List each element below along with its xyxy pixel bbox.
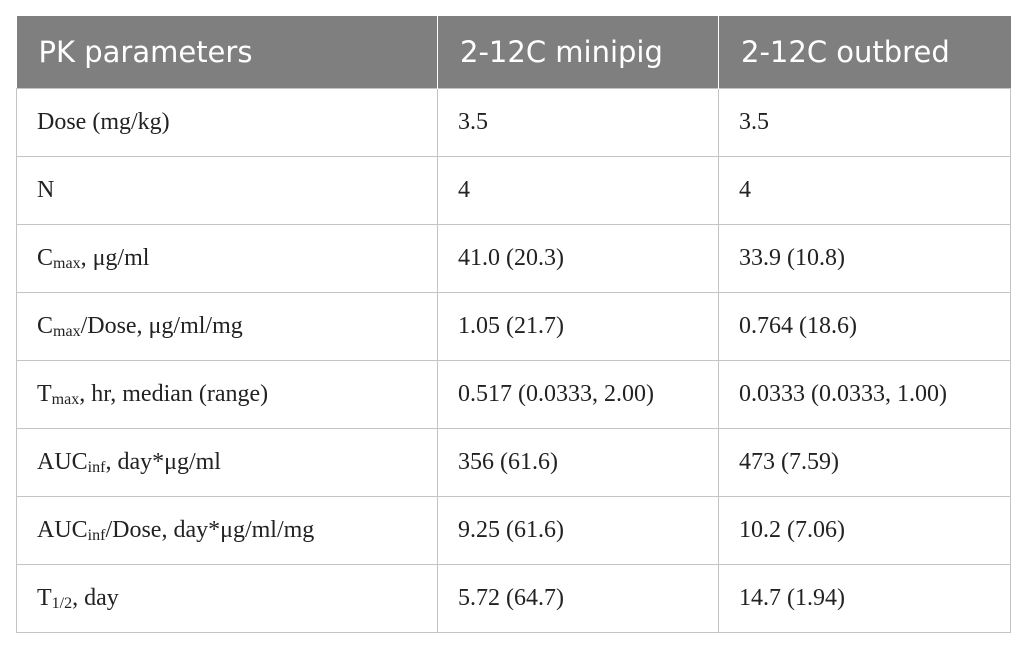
text-segment: /Dose, μg/ml/mg	[80, 312, 243, 339]
parameter-cell: Cmax, μg/ml	[16, 224, 438, 293]
text-segment: , hr, median (range)	[79, 380, 269, 407]
subscript: inf	[87, 458, 106, 476]
table-row: Tmax, hr, median (range) 0.517 (0.0333, 2…	[16, 360, 1011, 429]
table-row: AUCinf, day*μg/ml 356 (61.6) 473 (7.59)	[16, 428, 1011, 497]
value-cell: 1.05 (21.7)	[437, 292, 719, 361]
text-segment: /Dose, day*μg/ml/mg	[105, 516, 315, 543]
parameter-cell: N	[16, 156, 438, 225]
table-row: T1/2, day 5.72 (64.7) 14.7 (1.94)	[16, 564, 1011, 633]
value-cell: 473 (7.59)	[718, 428, 1011, 497]
text-segment: , day*μg/ml	[105, 448, 221, 475]
value-cell: 10.2 (7.06)	[718, 496, 1011, 565]
value-cell: 356 (61.6)	[437, 428, 719, 497]
value-cell: 5.72 (64.7)	[437, 564, 719, 633]
header-row: PK parameters 2-12C minipig 2-12C outbred	[16, 16, 1011, 89]
header-cell: 2-12C minipig	[437, 16, 719, 89]
subscript: max	[53, 322, 81, 340]
parameter-cell: Tmax, hr, median (range)	[16, 360, 438, 429]
table-row: Cmax, μg/ml 41.0 (20.3) 33.9 (10.8)	[16, 224, 1011, 293]
table-row: Dose (mg/kg) 3.5 3.5	[16, 88, 1011, 157]
parameter-cell: AUCinf, day*μg/ml	[16, 428, 438, 497]
text-segment: , μg/ml	[80, 244, 150, 271]
value-cell: 9.25 (61.6)	[437, 496, 719, 565]
table-body: Dose (mg/kg) 3.5 3.5 N 4 4 Cmax, μg/ml 41.0 (20…	[16, 88, 1011, 633]
text-segment: N	[37, 177, 55, 203]
text-segment: AUC	[37, 448, 88, 475]
table-row: Cmax/Dose, μg/ml/mg 1.05 (21.7) 0.764 (18.…	[16, 292, 1011, 361]
text-segment: C	[37, 312, 54, 339]
text-segment: C	[37, 244, 54, 271]
value-cell: 4	[437, 156, 719, 225]
header-cell: 2-12C outbred	[718, 16, 1011, 89]
value-cell: 14.7 (1.94)	[718, 564, 1011, 633]
value-cell: 0.0333 (0.0333, 1.00)	[718, 360, 1011, 429]
text-segment: AUC	[37, 516, 88, 543]
parameter-cell: Cmax/Dose, μg/ml/mg	[16, 292, 438, 361]
value-cell: 4	[718, 156, 1011, 225]
text-segment: T	[37, 380, 52, 407]
value-cell: 3.5	[718, 88, 1011, 157]
table-header: PK parameters 2-12C minipig 2-12C outbred	[16, 16, 1011, 89]
subscript: max	[53, 254, 81, 272]
parameter-cell: Dose (mg/kg)	[16, 88, 438, 157]
subscript: inf	[87, 526, 106, 544]
table-row: AUCinf/Dose, day*μg/ml/mg 9.25 (61.6) 10.2…	[16, 496, 1011, 565]
subscript: max	[51, 390, 80, 408]
parameter-cell: T1/2, day	[16, 564, 438, 633]
value-cell: 0.764 (18.6)	[718, 292, 1011, 361]
value-cell: 33.9 (10.8)	[718, 224, 1011, 293]
header-cell: PK parameters	[16, 16, 438, 89]
value-cell: 41.0 (20.3)	[437, 224, 719, 293]
value-cell: 0.517 (0.0333, 2.00)	[437, 360, 719, 429]
pk-table: PK parameters 2-12C minipig 2-12C outbred …	[16, 16, 1011, 633]
text-segment: T	[37, 584, 52, 611]
text-segment: , day	[72, 584, 119, 611]
value-cell: 3.5	[437, 88, 719, 157]
parameter-cell: AUCinf/Dose, day*μg/ml/mg	[16, 496, 438, 565]
text-segment: Dose (mg/kg)	[37, 109, 170, 135]
subscript: 1/2	[51, 594, 73, 612]
